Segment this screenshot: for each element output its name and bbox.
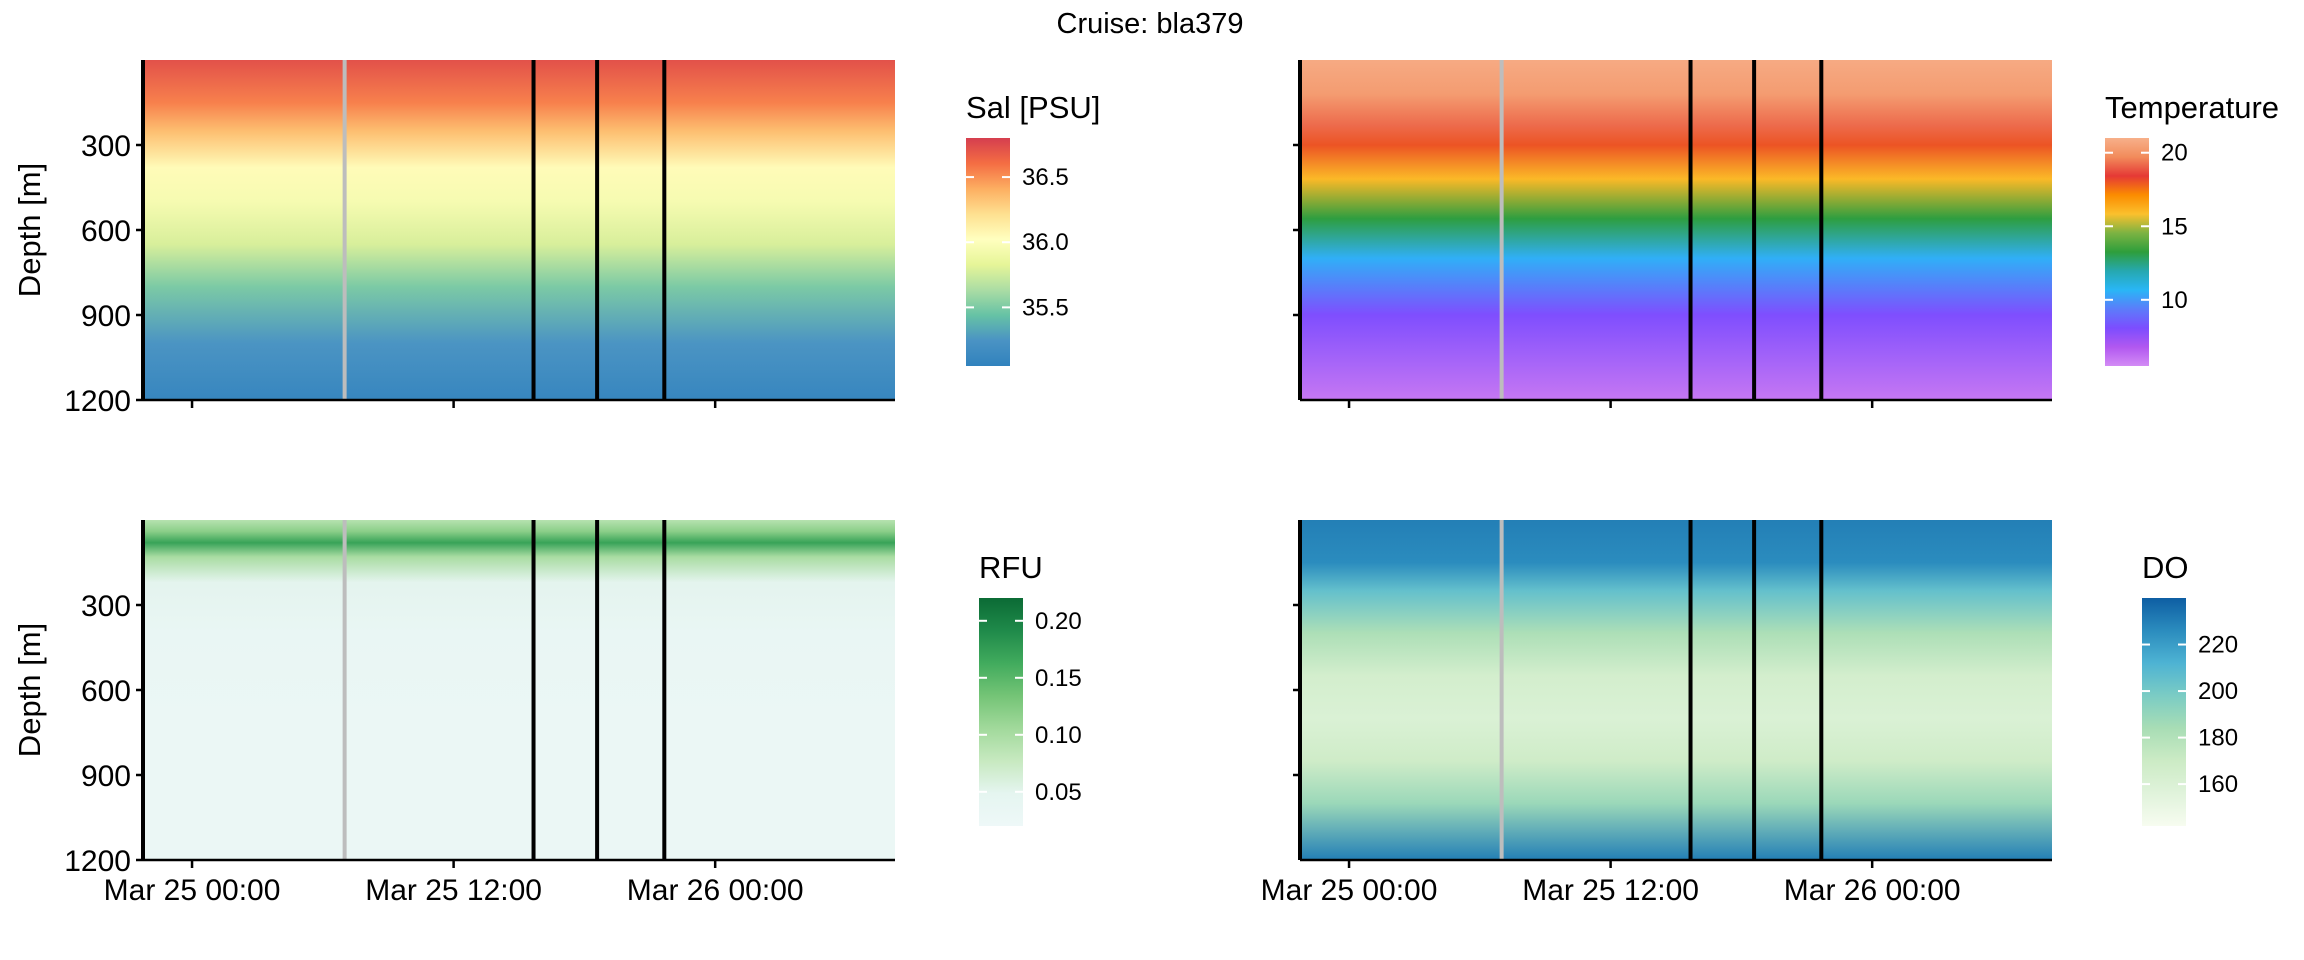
colorbar: [979, 598, 1023, 826]
colorbar-tick-label: 36.0: [1022, 229, 1069, 256]
colorbar-tick-label: 0.10: [1035, 722, 1082, 749]
colorbar-tick-label: 220: [2198, 632, 2238, 659]
panel-1: Temperature 20 15 10: [1293, 60, 2279, 408]
colorbar-tick-label: 180: [2198, 725, 2238, 752]
heatmap-field: [1300, 520, 2052, 860]
x-tick-label: Mar 25 00:00: [1261, 874, 1438, 907]
figure-title: Cruise: bla379: [1057, 8, 1244, 40]
colorbar-tick-label: 35.5: [1022, 294, 1069, 321]
y-tick-label: 300: [81, 590, 131, 623]
y-tick-label: 600: [81, 675, 131, 708]
colorbar: [966, 138, 1010, 366]
colorbar-tick-label: 0.15: [1035, 665, 1082, 692]
x-tick-label: Mar 25 12:00: [1522, 874, 1699, 907]
y-tick-label: 1200: [64, 385, 131, 418]
colorbar-tick-label: 160: [2198, 771, 2238, 798]
y-tick-label: 300: [81, 130, 131, 163]
y-tick-label: 900: [81, 760, 131, 793]
legend-title: RFU: [979, 550, 1043, 585]
y-tick-label: 600: [81, 215, 131, 248]
x-tick-label: Mar 25 00:00: [104, 874, 281, 907]
y-tick-label: 900: [81, 300, 131, 333]
colorbar: [2105, 138, 2149, 366]
x-tick-label: Mar 25 12:00: [365, 874, 542, 907]
legend-title: Sal [PSU]: [966, 90, 1100, 125]
y-axis-label: Depth [m]: [12, 163, 47, 297]
legend-title: Temperature: [2105, 90, 2279, 125]
heatmap-field: [1300, 60, 2052, 400]
y-tick-label: 1200: [64, 845, 131, 878]
panel-3: Mar 25 00:00 Mar 25 12:00 Mar 26 00:00 DO 22…: [1261, 520, 2238, 907]
x-tick-label: Mar 26 00:00: [1784, 874, 1961, 907]
heatmap-field: [143, 60, 895, 400]
colorbar-tick-label: 0.20: [1035, 608, 1082, 635]
x-tick-label: Mar 26 00:00: [627, 874, 804, 907]
colorbar-tick-label: 10: [2161, 287, 2188, 314]
colorbar-tick-label: 200: [2198, 678, 2238, 705]
y-axis-label: Depth [m]: [12, 623, 47, 757]
colorbar-tick-label: 15: [2161, 213, 2188, 240]
colorbar-tick-label: 20: [2161, 140, 2188, 167]
legend-title: DO: [2142, 550, 2189, 585]
heatmap-field: [143, 520, 895, 860]
panels: 300 600 900 1200 Depth [m] Sal [PSU] 36.5 36.0 3…: [12, 60, 2279, 907]
colorbar-tick-label: 0.05: [1035, 779, 1082, 806]
colorbar: [2142, 598, 2186, 826]
panel-0: 300 600 900 1200 Depth [m] Sal [PSU] 36.5 36.0 3…: [12, 60, 1100, 418]
colorbar-tick-label: 36.5: [1022, 164, 1069, 191]
